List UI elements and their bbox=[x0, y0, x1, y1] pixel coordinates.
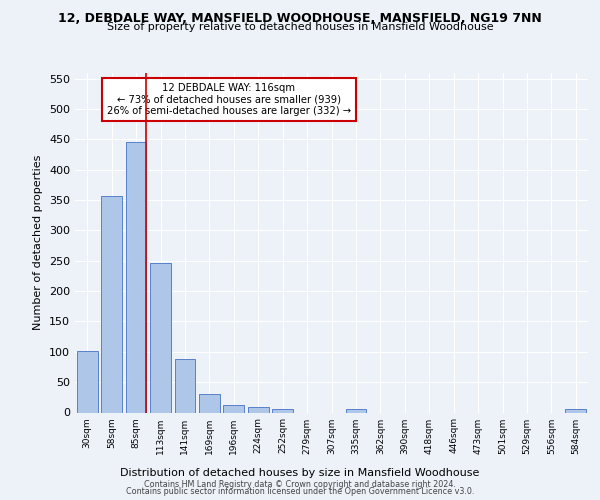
Bar bbox=[248, 407, 269, 412]
Bar bbox=[272, 409, 293, 412]
Bar bbox=[346, 410, 367, 412]
Bar bbox=[150, 262, 171, 412]
Bar bbox=[175, 359, 196, 412]
Text: 12 DEBDALE WAY: 116sqm
← 73% of detached houses are smaller (939)
26% of semi-de: 12 DEBDALE WAY: 116sqm ← 73% of detached… bbox=[107, 82, 351, 116]
Text: Size of property relative to detached houses in Mansfield Woodhouse: Size of property relative to detached ho… bbox=[107, 22, 493, 32]
Bar bbox=[125, 142, 146, 412]
Text: Distribution of detached houses by size in Mansfield Woodhouse: Distribution of detached houses by size … bbox=[121, 468, 479, 477]
Bar bbox=[565, 410, 586, 412]
Bar bbox=[199, 394, 220, 412]
Y-axis label: Number of detached properties: Number of detached properties bbox=[34, 155, 43, 330]
Bar bbox=[101, 196, 122, 412]
Bar bbox=[223, 404, 244, 412]
Text: Contains public sector information licensed under the Open Government Licence v3: Contains public sector information licen… bbox=[126, 487, 474, 496]
Text: Contains HM Land Registry data © Crown copyright and database right 2024.: Contains HM Land Registry data © Crown c… bbox=[144, 480, 456, 489]
Text: 12, DEBDALE WAY, MANSFIELD WOODHOUSE, MANSFIELD, NG19 7NN: 12, DEBDALE WAY, MANSFIELD WOODHOUSE, MA… bbox=[58, 12, 542, 26]
Bar bbox=[77, 351, 98, 412]
